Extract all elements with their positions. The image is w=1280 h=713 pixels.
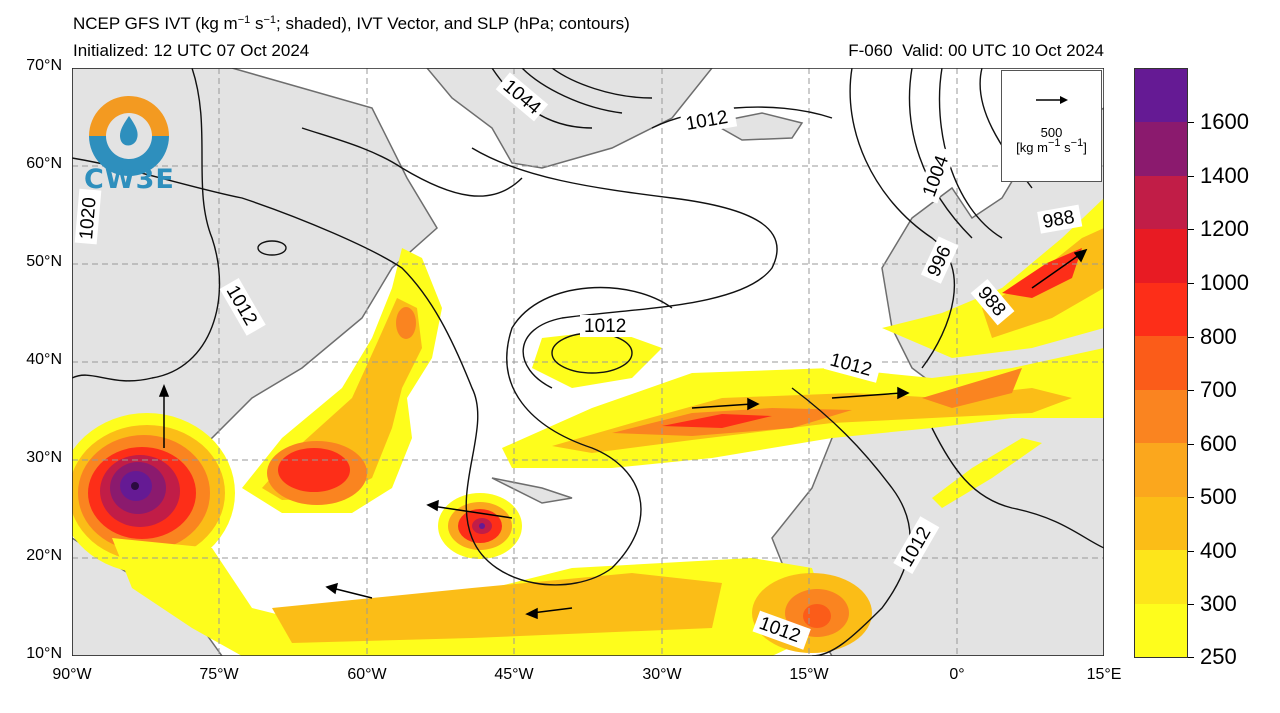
cw3e-logo: [89, 96, 169, 176]
ivt-colorbar: [1134, 68, 1188, 658]
colorbar-label: 300: [1200, 591, 1237, 616]
lon-label: 60°W: [347, 666, 387, 683]
lat-label: 50°N: [26, 253, 62, 270]
lat-label: 70°N: [26, 57, 62, 74]
colorbar-swatch: [1135, 175, 1187, 230]
colorbar-swatch: [1135, 122, 1187, 176]
lon-label: 75°W: [199, 666, 239, 683]
lon-label: 15°E: [1086, 666, 1122, 683]
colorbar-swatch: [1135, 336, 1187, 390]
vector-legend: 500 [kg m−1 s−1]: [1001, 70, 1102, 182]
chart-title: NCEP GFS IVT (kg m−1 s−1; shaded), IVT V…: [73, 14, 630, 33]
colorbar-swatch: [1135, 69, 1187, 123]
lon-label: 30°W: [642, 666, 682, 683]
colorbar-swatch: [1135, 550, 1187, 604]
colorbar-label: 1200: [1200, 216, 1249, 241]
colorbar-label: 250: [1200, 644, 1237, 669]
colorbar-label: 700: [1200, 377, 1237, 402]
contour-label-1020: 1020: [76, 196, 101, 240]
colorbar-swatch: [1135, 496, 1187, 551]
colorbar-swatch: [1135, 443, 1187, 497]
ivt-vectors: [158, 248, 1088, 620]
reference-value: 500: [1040, 125, 1063, 140]
cw3e-logo-text: CW3E: [84, 164, 175, 195]
colorbar-swatch: [1135, 229, 1187, 283]
lon-label: 45°W: [494, 666, 534, 683]
lon-label: 0°: [949, 666, 965, 683]
lon-label: 90°W: [52, 666, 92, 683]
ivt-shading: [72, 198, 1104, 656]
colorbar-label: 400: [1200, 538, 1237, 563]
colorbar-label: 600: [1200, 431, 1237, 456]
colorbar-label: 1600: [1200, 109, 1249, 134]
colorbar-label: 1000: [1200, 270, 1249, 295]
reference-unit: [kg m−1 s−1]: [1016, 137, 1087, 156]
lat-label: 40°N: [26, 351, 62, 368]
lat-label: 30°N: [26, 449, 62, 466]
lat-label: 10°N: [26, 645, 62, 662]
reference-arrow-icon: [1002, 93, 1101, 104]
lon-label: 15°W: [789, 666, 829, 683]
contour-label-1012-mid-atlantic: 1012: [584, 316, 626, 337]
lat-label: 60°N: [26, 155, 62, 172]
colorbar-swatch: [1135, 389, 1187, 444]
colorbar-label: 1400: [1200, 163, 1249, 188]
lat-label: 20°N: [26, 547, 62, 564]
valid-time: F-060 Valid: 00 UTC 10 Oct 2024: [848, 41, 1104, 60]
initialized-time: Initialized: 12 UTC 07 Oct 2024: [73, 41, 310, 60]
colorbar-label: 800: [1200, 324, 1237, 349]
forecast-hour: F-060: [848, 41, 893, 60]
colorbar-swatch: [1135, 603, 1187, 657]
ivt-map: 1044 1012 1004 996 988 988 1020 1012 101…: [72, 68, 1104, 656]
colorbar-label: 500: [1200, 484, 1237, 509]
graticule: [72, 68, 1104, 656]
colorbar-swatch: [1135, 282, 1187, 337]
